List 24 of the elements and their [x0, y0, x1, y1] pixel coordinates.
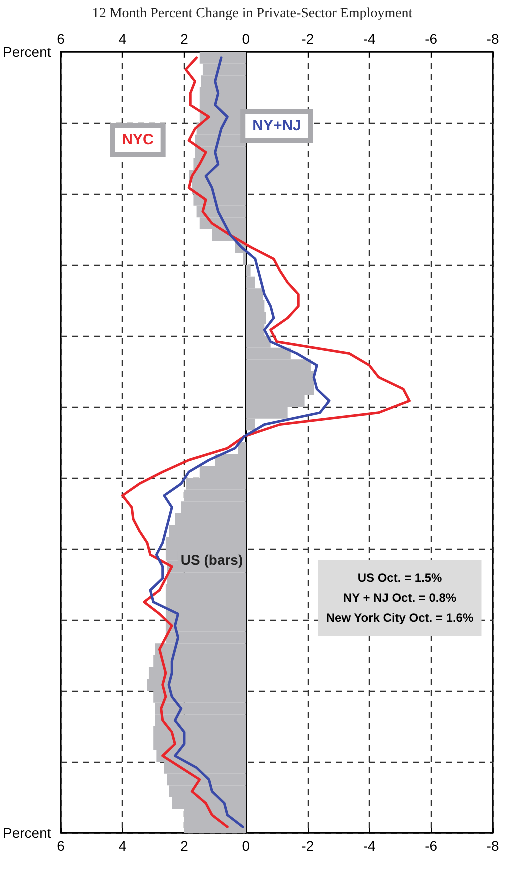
x2-tick-label: 4 [118, 31, 127, 47]
x-tick-label: 4 [118, 838, 127, 854]
x2-tick-label: -4 [363, 31, 376, 47]
x2-tick-label: 6 [57, 31, 66, 47]
series-label: NY+NJ [252, 118, 302, 134]
text: NYC [122, 132, 154, 148]
annotation: NY + NJ Oct. = 0.8% [343, 591, 457, 605]
x-tick-label: -4 [363, 838, 376, 854]
x-tick-label: 0 [242, 838, 250, 854]
x2-tick-label: 0 [242, 31, 250, 47]
x2-tick-label: -6 [425, 31, 438, 47]
x-tick-label: -6 [425, 838, 438, 854]
x-tick-label: 6 [57, 838, 66, 854]
chart-title: 12 Month Percent Change in Private-Sector Employment [92, 6, 413, 22]
x2-tick-label: 2 [180, 31, 189, 47]
annotation: New York City Oct. = 1.6% [326, 611, 474, 625]
x2-tick-label: -2 [302, 31, 314, 47]
annotation: US Oct. = 1.5% [358, 571, 443, 585]
x-tick-label: 2 [180, 838, 189, 854]
x-axis-title: Percent [3, 825, 52, 841]
x2-axis-title: Percent [3, 44, 52, 60]
x-tick-label: -8 [486, 838, 500, 854]
x-tick-label: -2 [302, 838, 314, 854]
x2-tick-label: -8 [486, 31, 500, 47]
